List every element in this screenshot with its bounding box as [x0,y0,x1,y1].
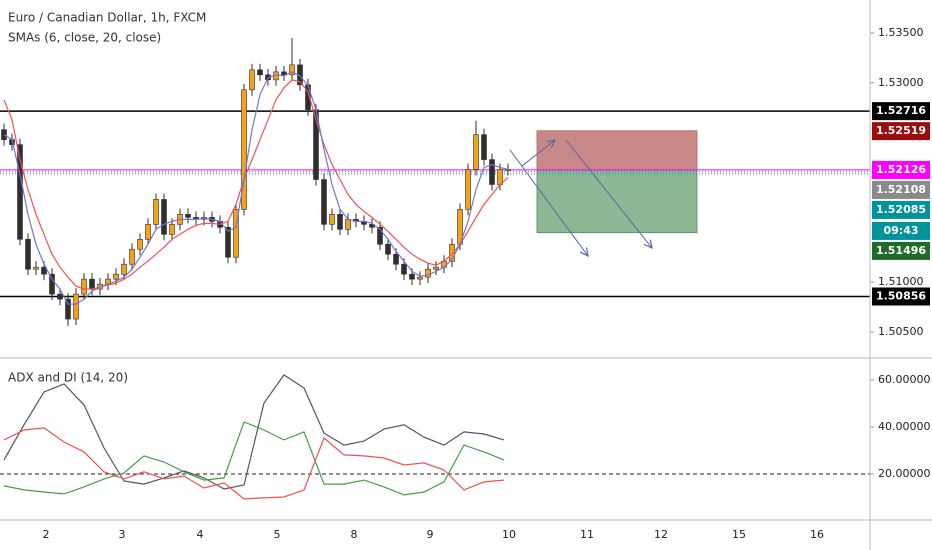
candle-body [153,199,159,225]
adx-line [3,421,505,496]
candle-body [81,278,87,295]
price-tag-label: 1.51496 [876,244,926,257]
x-tick-label: 9 [427,528,434,541]
y2-tick-label: 60.00000 [878,373,931,386]
price-tag [872,200,930,219]
candle-body [425,268,431,278]
price-tag-label: 1.52085 [876,203,926,216]
stop-zone [536,130,698,171]
candle-body [401,263,407,275]
candle-body [17,144,23,240]
chart-title: Euro / Canadian Dollar, 1h, FXCM [8,11,206,25]
candle-body [465,169,471,210]
candle-body [473,134,479,170]
candle-body [417,276,423,280]
arrow [509,149,588,256]
candle-body [433,266,439,270]
candle-body [449,243,455,262]
candle-body [225,227,231,258]
candle-body [305,84,311,111]
y-tick-label: 1.51000 [878,275,924,288]
sma-fast-line [3,71,509,305]
candle-body [481,134,487,160]
candle-body [241,89,247,210]
x-tick-label: 15 [732,528,746,541]
y-tick-label: 1.53500 [878,26,924,39]
target-zone [536,169,698,234]
price-tag [872,241,930,260]
candle-body [49,273,55,295]
candle-body [257,69,263,76]
candle-body [393,253,399,265]
x-tick-label: 10 [502,528,516,541]
candle-body [73,293,79,320]
price-tag [872,160,930,179]
candle-body [121,263,127,275]
arrow [521,140,555,167]
price-tag [872,221,930,240]
price-tag-label: 1.52716 [876,104,926,117]
indicator-label: SMAs (6, close, 20, close) [8,31,161,45]
x-tick-label: 8 [351,528,358,541]
x-tick-label: 12 [654,528,668,541]
candle-body [137,238,143,250]
candle-body [345,219,351,230]
candle-body [185,214,191,218]
candle-body [505,169,511,171]
candle-body [161,199,167,235]
price-tag-label: 1.52126 [876,163,926,176]
candle-body [129,248,135,265]
y2-tick-label: 40.00000 [878,420,931,433]
x-tick-label: 3 [119,528,126,541]
candle-body [25,238,31,270]
back-layer: 1.53500 1.53000 1.51000 1.50500 60.00000 40.0… [0,26,931,541]
sma-slow-line [3,79,509,290]
main-layer [1,37,511,500]
candle-body [169,224,175,235]
candle-body [233,209,239,258]
price-tag [872,180,930,199]
adx-title: ADX and DI (14, 20) [8,371,128,385]
arrow [565,139,652,248]
candle-body [337,214,343,230]
x-tick-label: 11 [580,528,594,541]
candle-body [329,214,335,225]
x-tick-label: 4 [197,528,204,541]
candle-body [113,273,119,280]
candle-body [33,266,39,270]
price-tag-label: 09:43 [883,224,918,237]
candle-body [281,71,287,76]
candle-body [145,224,151,240]
adx-line [3,374,505,490]
price-tag [872,102,930,121]
price-tag-label: 1.52108 [876,183,926,196]
candle-body [377,227,383,245]
x-tick-label: 16 [810,528,824,541]
candle-body [409,273,415,280]
candle-body [321,179,327,225]
tag-layer: 1.52716 1.52519 1.52126 1.52108 1.52085 09:43… [872,102,930,306]
adx-line [3,427,505,500]
candle-body [65,298,71,320]
price-tag [872,287,930,306]
y-tick-label: 1.50500 [878,325,924,338]
y-tick-label: 1.53000 [878,76,924,89]
candle-body [57,293,63,300]
price-tag-label: 1.52519 [876,124,926,137]
candle-body [89,278,95,290]
candle-body [249,69,255,91]
candle-body [489,159,495,185]
candle-body [289,64,295,76]
price-tag [872,122,930,141]
y2-tick-label: 20.00000 [878,467,931,480]
price-tag-label: 1.50856 [876,290,926,303]
x-tick-label: 2 [43,528,50,541]
x-tick-label: 5 [274,528,281,541]
candle-body [41,266,47,275]
candle-body [385,243,391,255]
